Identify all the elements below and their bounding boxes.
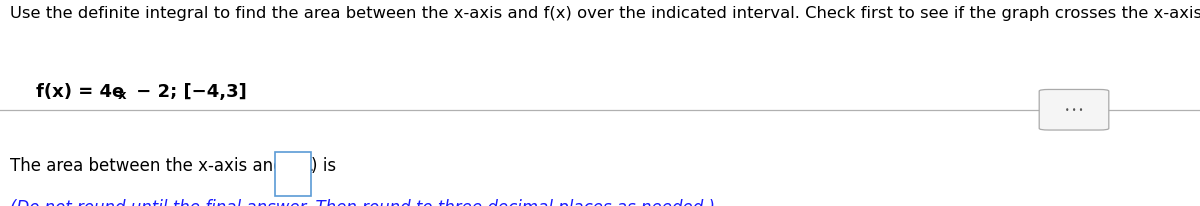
Text: • • •: • • • bbox=[1064, 106, 1084, 115]
Text: The area between the x-axis and f(x) is: The area between the x-axis and f(x) is bbox=[10, 157, 336, 174]
Text: (Do not round until the final answer. Then round to three decimal places as need: (Do not round until the final answer. Th… bbox=[10, 198, 715, 206]
Text: Use the definite integral to find the area between the x-axis and f(x) over the : Use the definite integral to find the ar… bbox=[10, 6, 1200, 21]
FancyBboxPatch shape bbox=[275, 152, 311, 196]
Text: x: x bbox=[118, 89, 127, 102]
FancyBboxPatch shape bbox=[1039, 90, 1109, 130]
Text: .: . bbox=[308, 157, 313, 174]
Text: − 2; [−4,3]: − 2; [−4,3] bbox=[130, 82, 246, 100]
Text: f(x) = 4e: f(x) = 4e bbox=[36, 82, 125, 100]
